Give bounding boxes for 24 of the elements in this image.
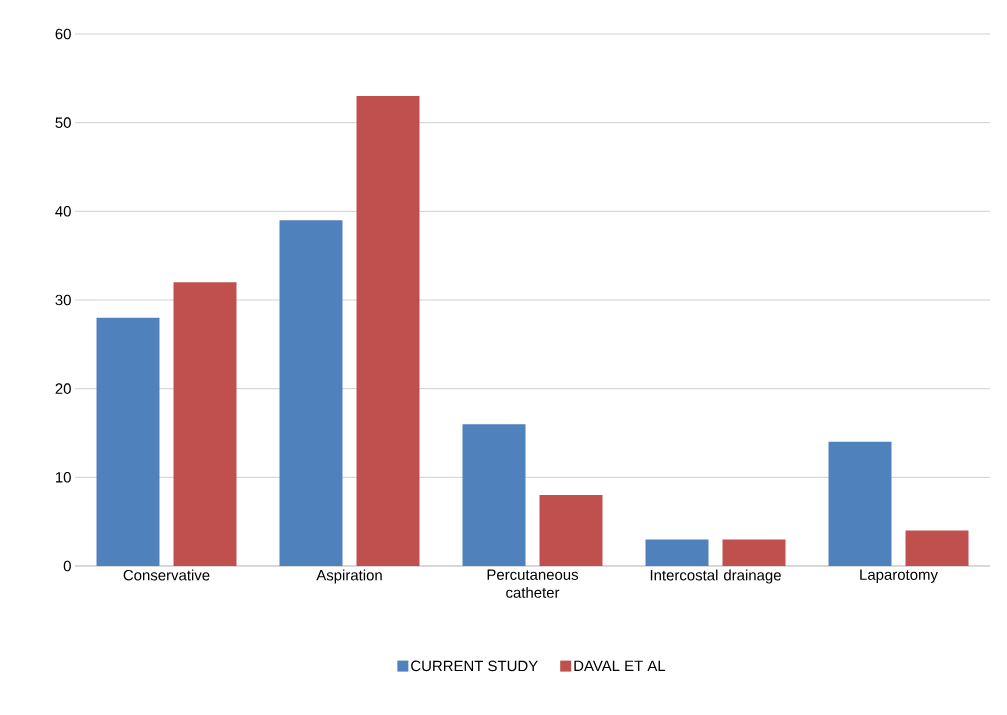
y-tick-label: 10: [56, 472, 71, 483]
x-tick-label: Laparotomy: [860, 569, 938, 583]
bar: [722, 539, 786, 566]
x-tick-label: Aspiration: [316, 569, 382, 584]
y-tick-label: 30: [55, 294, 71, 306]
bar: [828, 441, 892, 566]
bar: [96, 317, 160, 566]
bar: [279, 220, 343, 566]
bar: [356, 96, 420, 566]
bar: [645, 539, 709, 566]
bar: [539, 495, 603, 566]
legend-label: DAVAL ET AL: [574, 660, 666, 671]
bar: [173, 282, 237, 566]
x-tick-label: Intercostal drainage: [650, 569, 781, 584]
x-tick-label: Conservative: [123, 569, 210, 581]
bar: [905, 530, 969, 566]
x-tick-label: Percutaneous catheter: [487, 569, 579, 598]
y-tick-label: 40: [55, 206, 71, 217]
y-tick-label: 0: [63, 560, 71, 572]
y-tick-label: 20: [55, 383, 71, 394]
y-tick-label: 60: [55, 28, 71, 40]
y-tick-label: 50: [55, 117, 71, 128]
legend-label: CURRENT STUDY: [411, 660, 538, 672]
bar: [462, 424, 526, 566]
